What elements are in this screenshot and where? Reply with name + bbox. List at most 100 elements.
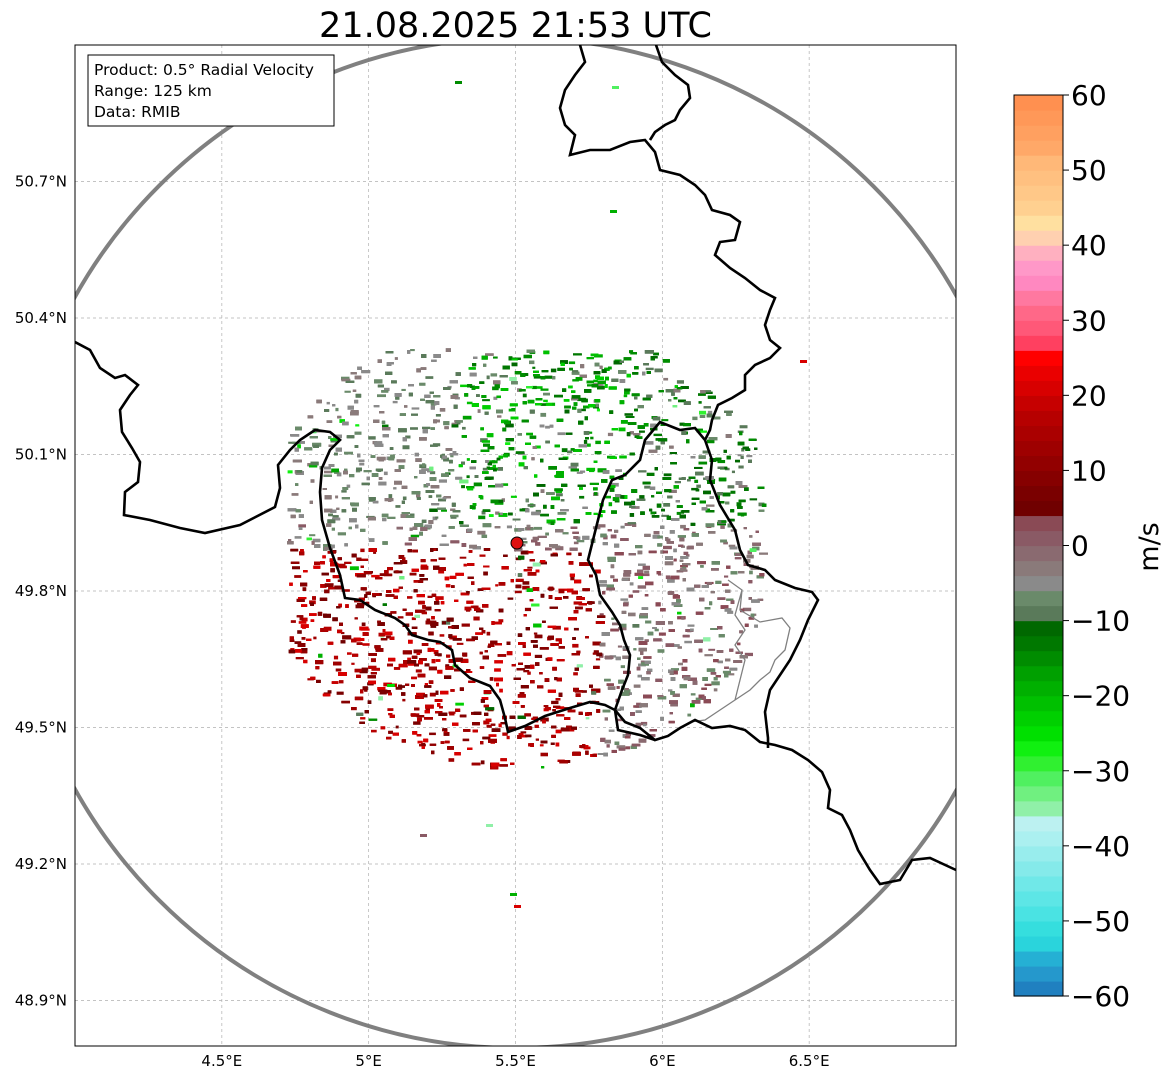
echo-pixel	[520, 731, 527, 734]
echo-pixel	[617, 718, 624, 722]
echo-pixel	[739, 425, 748, 429]
echo-pixel	[387, 708, 394, 711]
echo-pixel	[607, 432, 614, 437]
echo-pixel	[298, 621, 307, 624]
echo-pixel	[692, 531, 696, 534]
echo-pixel	[711, 681, 720, 686]
echo-pixel	[508, 726, 516, 731]
echo-pixel	[531, 385, 537, 390]
echo-pixel	[514, 528, 522, 532]
echo-pixel	[473, 616, 480, 621]
echo-pixel	[363, 470, 372, 473]
echo-pixel	[459, 556, 467, 559]
echo-pixel	[502, 732, 508, 736]
echo-pixel	[482, 399, 490, 402]
chart-title: 21.08.2025 21:53 UTC	[319, 6, 712, 46]
echo-pixel	[663, 473, 672, 477]
echo-pixel	[551, 700, 559, 705]
echo-pixel	[623, 394, 628, 398]
echo-pixel	[690, 693, 696, 696]
echo-pixel	[741, 448, 745, 452]
echo-pixel	[462, 415, 472, 420]
echo-pixel	[331, 527, 335, 531]
echo-pixel	[384, 387, 390, 392]
echo-pixel	[606, 744, 610, 748]
echo-pixel	[658, 632, 666, 636]
echo-pixel	[573, 541, 579, 545]
echo-pixel	[532, 366, 536, 369]
echo-pixel	[392, 400, 398, 404]
echo-pixel	[722, 670, 731, 674]
echo-pixel	[596, 408, 600, 412]
echo-pixel	[533, 632, 538, 635]
echo-pixel	[426, 618, 431, 623]
echo-pixel	[742, 607, 752, 612]
echo-pixel	[488, 514, 494, 517]
echo-pixel	[540, 412, 547, 417]
echo-pixel	[698, 461, 708, 465]
echo-pixel	[444, 675, 452, 679]
echo-pixel	[640, 721, 648, 726]
echo-pixel	[708, 648, 716, 651]
echo-pixel	[490, 373, 498, 377]
echo-pixel	[543, 705, 549, 708]
echo-pixel	[539, 744, 544, 747]
echo-pixel	[605, 495, 611, 499]
echo-pixel	[362, 643, 370, 646]
echo-pixel	[702, 390, 712, 393]
echo-pixel	[482, 467, 488, 471]
echo-pixel	[432, 516, 438, 521]
echo-pixel	[545, 425, 550, 429]
echo-pixel	[422, 426, 431, 430]
echo-pixel	[738, 465, 744, 469]
echo-pixel	[388, 713, 393, 716]
echo-pixel	[637, 585, 647, 589]
echo-pixel	[344, 390, 351, 393]
echo-pixel	[488, 467, 495, 470]
echo-pixel	[698, 393, 706, 396]
echo-pixel	[456, 642, 464, 645]
echo-pixel	[534, 654, 543, 658]
echo-pixel	[585, 717, 590, 720]
echo-pixel	[661, 419, 669, 422]
echo-pixel	[335, 407, 339, 412]
echo-pixel	[501, 566, 509, 570]
echo-pixel	[493, 356, 498, 359]
echo-pixel	[295, 657, 304, 660]
echo-pixel	[580, 408, 586, 412]
echo-pixel	[727, 673, 735, 676]
echo-pixel	[536, 386, 543, 389]
echo-pixel	[410, 349, 415, 352]
echo-pixel	[402, 698, 406, 702]
echo-pixel	[713, 688, 718, 692]
echo-pixel	[594, 354, 603, 358]
echo-pixel	[637, 657, 641, 660]
echo-pixel	[654, 628, 659, 632]
echo-pixel	[645, 441, 654, 445]
echo-pixel	[501, 483, 509, 486]
echo-pixel	[466, 609, 471, 612]
echo-pixel	[663, 503, 671, 507]
echo-pixel	[510, 495, 517, 498]
echo-pixel	[552, 625, 561, 630]
echo-pixel	[460, 384, 469, 388]
echo-pixel	[466, 475, 470, 479]
echo-pixel	[644, 485, 651, 489]
echo-pixel	[608, 502, 613, 507]
echo-pixel	[606, 584, 614, 588]
echo-pixel	[535, 509, 541, 513]
echo-pixel	[492, 386, 499, 391]
echo-pixel	[514, 590, 522, 594]
echo-pixel	[309, 600, 316, 605]
echo-pixel	[617, 645, 623, 648]
echo-pixel	[628, 612, 636, 617]
echo-pixel	[461, 623, 470, 627]
echo-pixel	[620, 598, 629, 601]
echo-pixel	[435, 596, 444, 600]
echo-pixel	[720, 525, 725, 529]
echo-pixel	[603, 535, 608, 540]
echo-pixel	[677, 616, 686, 620]
echo-pixel	[620, 420, 628, 424]
echo-pixel	[744, 652, 753, 657]
